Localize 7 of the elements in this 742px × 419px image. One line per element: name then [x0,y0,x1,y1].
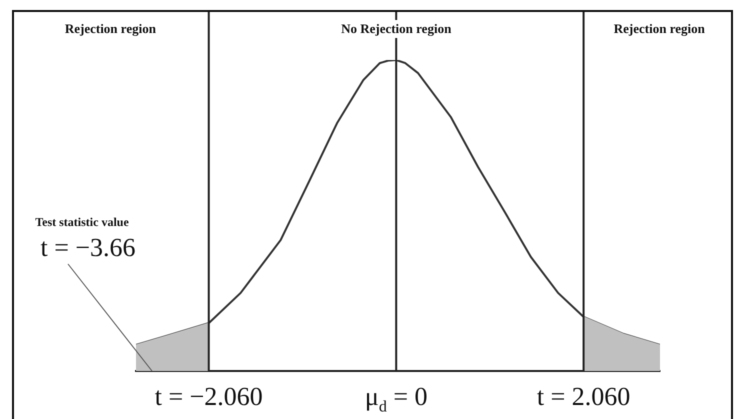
text: t = −3.66 [40,233,136,262]
text: Rejection region [614,21,706,36]
text: Test statistic value [35,215,130,229]
text: Rejection region [64,21,157,36]
x-tick-label: t = −2.060 [154,382,263,411]
text: No Rejection region [341,21,452,36]
x-tick-label: t = 2.060 [536,382,630,411]
